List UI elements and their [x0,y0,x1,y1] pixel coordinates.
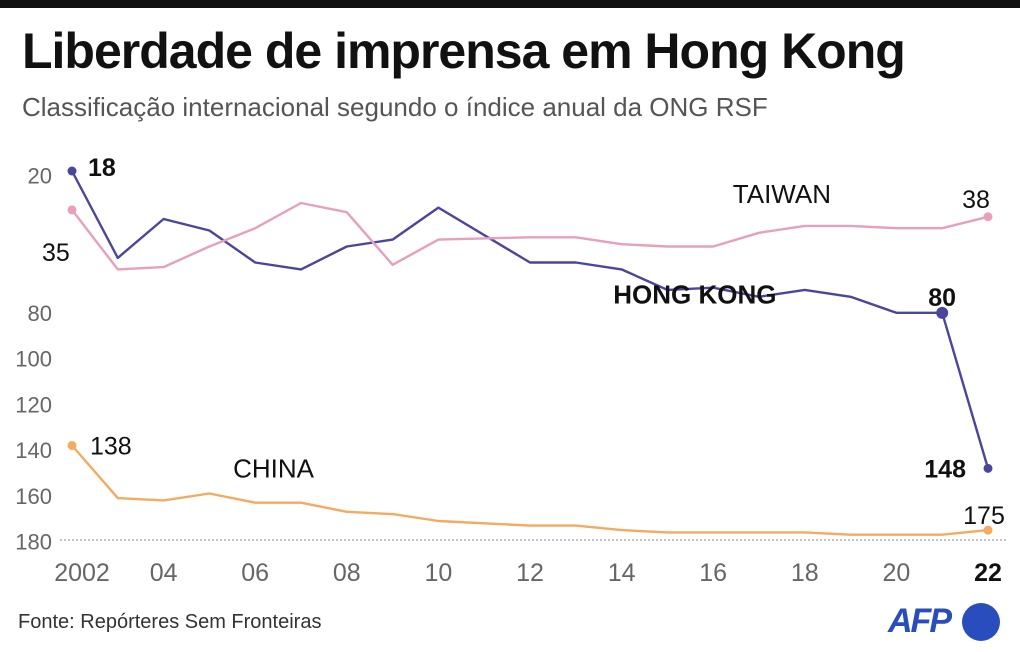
point-china [983,525,993,535]
y-tick-label: 140 [15,438,52,463]
top-bar [0,0,1020,8]
data-label-taiwan: 35 [42,239,70,267]
afp-logo-dot [962,603,1000,641]
data-label-hong_kong: 18 [88,154,116,182]
afp-logo: AFP [888,600,1008,644]
y-axis: 20 80 100 120 140 160 180 [15,164,52,555]
x-tick-label: 2002 [54,559,110,587]
y-tick-label: 120 [15,392,52,417]
data-label-hong_kong: 148 [924,455,966,483]
data-labels: 18 80 148 35 38 138 175 [42,154,1005,530]
x-tick-label: 18 [791,559,819,587]
x-tick-label: 20 [882,559,910,587]
x-tick-label: 06 [241,559,269,587]
data-label-china: 138 [90,433,132,461]
series-name-hong_kong: HONG KONG [613,280,776,310]
afp-logo-text: AFP [888,602,952,640]
point-taiwan [67,205,77,215]
point-china [67,441,77,450]
x-tick-label: 14 [608,559,636,587]
series-name-china: CHINA [233,453,315,483]
point-taiwan [983,212,993,222]
y-tick-label: 180 [15,530,52,555]
x-axis: 2002 04 06 08 10 12 14 16 18 20 22 [54,539,1008,587]
x-tick-label: 22 [974,559,1002,587]
series-name-taiwan: TAIWAN [733,179,831,209]
y-tick-label: 160 [15,484,52,509]
x-tick-label: 16 [699,559,727,587]
point-hong_kong [983,463,993,473]
chart-subtitle: Classificação internacional segundo o ín… [22,92,768,122]
y-tick-label: 20 [28,164,52,189]
y-tick-label: 80 [28,301,52,326]
series-line-taiwan [71,201,989,271]
series-points [67,166,993,535]
x-tick-label: 12 [516,559,544,587]
line-chart: 20 80 100 120 140 160 180 2002 04 06 08 10 12 14 16 18… [15,154,1008,587]
series-lines [70,170,990,536]
source-note: Fonte: Repórteres Sem Fronteiras [18,611,322,633]
point-hong_kong [67,166,77,176]
data-label-taiwan: 38 [962,186,990,214]
series-line-hong_kong [70,170,990,469]
x-tick-label: 04 [150,559,178,587]
data-label-hong_kong: 80 [928,284,956,312]
y-tick-label: 100 [15,347,52,372]
data-label-china: 175 [963,502,1005,530]
x-tick-label: 10 [424,559,452,587]
point-hong_kong [936,306,949,319]
x-tick-label: 08 [333,559,361,587]
series-line-china [71,444,989,536]
series-name-labels: HONG KONG TAIWAN CHINA [233,179,831,484]
chart-title: Liberdade de imprensa em Hong Kong [22,23,906,79]
